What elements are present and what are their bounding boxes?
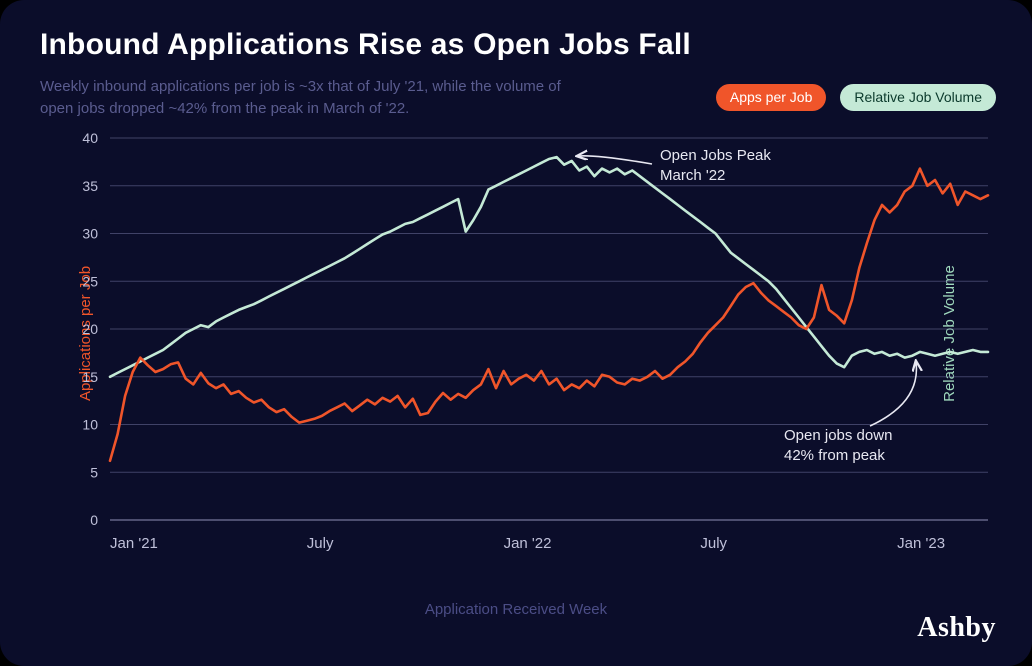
- chart-card: Inbound Applications Rise as Open Jobs F…: [0, 0, 1032, 666]
- svg-text:Jan '21: Jan '21: [110, 535, 158, 552]
- svg-text:40: 40: [82, 130, 98, 146]
- svg-text:35: 35: [82, 178, 98, 194]
- svg-text:15: 15: [82, 369, 98, 385]
- svg-text:30: 30: [82, 226, 98, 242]
- svg-text:Jan '23: Jan '23: [897, 535, 945, 552]
- svg-text:25: 25: [82, 273, 98, 289]
- svg-text:July: July: [307, 535, 334, 552]
- brand-logo: Ashby: [917, 612, 996, 644]
- svg-text:Open jobs down: Open jobs down: [784, 427, 892, 444]
- svg-text:0: 0: [90, 512, 98, 528]
- svg-text:5: 5: [90, 464, 98, 480]
- svg-text:July: July: [700, 535, 727, 552]
- svg-text:20: 20: [82, 321, 98, 337]
- svg-text:42% from peak: 42% from peak: [784, 447, 885, 464]
- svg-text:10: 10: [82, 417, 98, 433]
- chart-svg: 0 5 10 15 20 25 30 35 40 Jan '21 July Jan '22 July Ja…: [0, 0, 1032, 666]
- svg-text:March '22: March '22: [660, 167, 725, 184]
- svg-text:Open Jobs Peak: Open Jobs Peak: [660, 147, 771, 164]
- svg-text:Jan '22: Jan '22: [504, 535, 552, 552]
